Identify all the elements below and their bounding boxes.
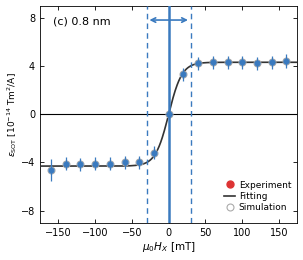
Text: (c) 0.8 nm: (c) 0.8 nm [53, 16, 111, 27]
X-axis label: $\mu_0H_X$ [mT]: $\mu_0H_X$ [mT] [142, 240, 195, 255]
Y-axis label: $\varepsilon_{\mathrm{SOT}}$ [$10^{-14}$ Tm$^2$/A]: $\varepsilon_{\mathrm{SOT}}$ [$10^{-14}$… [5, 72, 19, 157]
Legend: Experiment, Fitting, Simulation: Experiment, Fitting, Simulation [222, 179, 293, 214]
